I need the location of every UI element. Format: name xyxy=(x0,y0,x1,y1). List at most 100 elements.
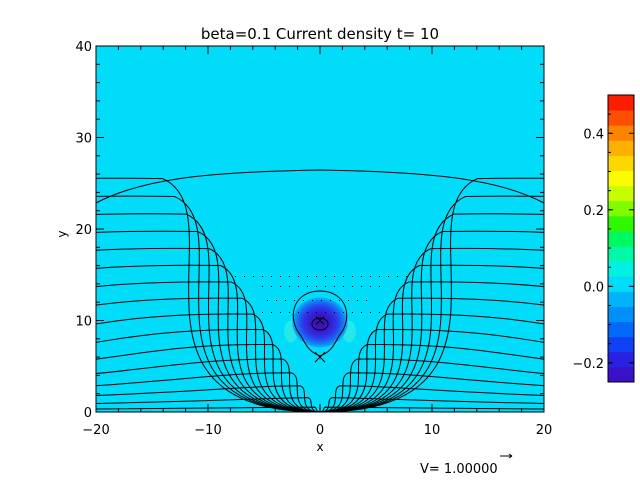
colorbar-frame xyxy=(607,94,635,383)
field-dot xyxy=(312,300,313,301)
colorbar-tick-label: 0.4 xyxy=(583,127,604,142)
colorbar-segment xyxy=(608,261,634,277)
field-dot xyxy=(321,300,322,301)
field-dot xyxy=(379,312,380,313)
contour-line xyxy=(96,281,544,412)
contour-line xyxy=(96,397,544,412)
field-dot xyxy=(334,276,335,277)
field-dot xyxy=(271,312,272,313)
field-dot xyxy=(339,300,340,301)
field-dot xyxy=(267,300,268,301)
field-dot xyxy=(357,300,358,301)
field-dot xyxy=(406,276,407,277)
colorbar-segment xyxy=(608,366,634,383)
x-axis: −20 −10 0 10 20 xyxy=(82,46,552,438)
x-point-marker xyxy=(314,316,326,363)
field-dot xyxy=(370,312,371,313)
field-dot xyxy=(262,312,263,313)
contour-line xyxy=(96,169,544,204)
field-dot xyxy=(397,276,398,277)
colorbar-segment xyxy=(608,276,634,292)
field-dot xyxy=(253,276,254,277)
field-dot xyxy=(325,312,326,313)
field-dot xyxy=(343,286,344,287)
colorbar-tick-label: −0.2 xyxy=(572,357,604,372)
vector-scale-label: V= 1.00000 xyxy=(420,462,498,477)
colorbar-segment xyxy=(608,95,634,111)
field-dot xyxy=(280,276,281,277)
contour-line xyxy=(96,372,544,412)
contour-line xyxy=(96,313,544,412)
field-dot xyxy=(285,300,286,301)
y-axis-label: y xyxy=(55,230,69,237)
field-dot xyxy=(379,276,380,277)
colorbar-segment xyxy=(608,336,634,353)
contour-line xyxy=(96,213,544,412)
y-tick-label: 30 xyxy=(75,132,92,147)
colorbar-segment xyxy=(608,125,634,141)
field-dot xyxy=(343,276,344,277)
field-dot xyxy=(316,276,317,277)
colorbar-segment xyxy=(608,170,634,187)
o-point-stroke xyxy=(315,316,325,325)
colorbar-segment xyxy=(608,321,634,338)
field-dot xyxy=(244,276,245,277)
field-dot xyxy=(298,276,299,277)
colorbar-segment xyxy=(608,351,634,368)
y-axis: 0 10 20 30 40 xyxy=(75,40,544,421)
x-tick-label: −20 xyxy=(82,423,109,438)
vector-scale-arrow xyxy=(500,453,513,459)
x-tick-label: 10 xyxy=(424,423,441,438)
contour-line xyxy=(292,290,348,357)
colorbar-segment xyxy=(608,291,634,307)
field-dot xyxy=(280,286,281,287)
plot-area xyxy=(96,46,544,412)
field-dot xyxy=(289,276,290,277)
field-dot xyxy=(298,312,299,313)
dotted-field xyxy=(235,276,407,313)
field-dot xyxy=(294,300,295,301)
field-dot xyxy=(348,300,349,301)
field-dot xyxy=(334,286,335,287)
field-dot xyxy=(361,286,362,287)
field-dot xyxy=(325,286,326,287)
colorbar-segment xyxy=(608,215,634,232)
contour-line xyxy=(96,406,544,412)
x-tick-label: −10 xyxy=(194,423,221,438)
field-dot xyxy=(379,286,380,287)
colorbar: −0.2 0.0 0.2 0.4 xyxy=(572,94,635,383)
field-dot xyxy=(289,312,290,313)
y-tick-label: 40 xyxy=(75,40,92,55)
colorbar-segment xyxy=(608,155,634,172)
field-dot xyxy=(276,300,277,301)
field-dot xyxy=(334,312,335,313)
contour-line xyxy=(96,247,544,412)
colorbar-segment xyxy=(608,230,634,247)
x-point-stroke xyxy=(314,351,326,363)
y-tick-label: 10 xyxy=(75,315,92,330)
field-dot xyxy=(289,286,290,287)
y-tick-label: 0 xyxy=(84,406,92,421)
current-concentration xyxy=(292,297,348,348)
colorbar-segment xyxy=(608,140,634,156)
contour-line xyxy=(96,358,544,412)
field-dot xyxy=(307,312,308,313)
field-dot xyxy=(262,276,263,277)
field-dot xyxy=(370,276,371,277)
colorbar-segment xyxy=(608,110,634,126)
colorbar-segment xyxy=(608,246,634,262)
field-dot xyxy=(271,276,272,277)
contour-line xyxy=(96,264,544,412)
field-dot xyxy=(307,286,308,287)
field-dot xyxy=(361,312,362,313)
y-tick-label: 20 xyxy=(75,223,92,238)
field-dot xyxy=(298,286,299,287)
colorbar-tick-label: 0.2 xyxy=(583,204,604,219)
field-dot xyxy=(352,312,353,313)
field-dot xyxy=(366,300,367,301)
field-dot xyxy=(307,276,308,277)
contour-line xyxy=(96,328,544,412)
contour-line xyxy=(96,230,544,412)
x-tick-label: 0 xyxy=(316,423,324,438)
